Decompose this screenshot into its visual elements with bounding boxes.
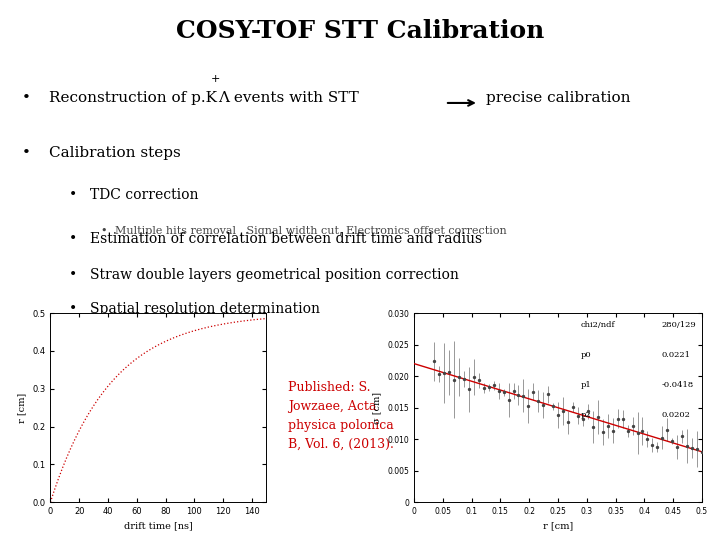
Point [642,435,653,443]
Text: •: • [68,188,76,202]
Point [592,413,603,422]
Point [567,403,579,411]
Point [647,441,658,449]
Point [458,375,469,383]
Point [662,426,673,434]
Text: •: • [68,302,76,316]
Point [508,387,519,396]
Point [667,437,678,445]
X-axis label: r [cm]: r [cm] [543,522,573,531]
Point [582,407,594,416]
Point [691,444,703,453]
Text: Estimation of correlation between drift time and radius: Estimation of correlation between drift … [90,232,482,246]
Point [672,442,683,451]
Point [631,429,643,437]
Y-axis label: r [cm]: r [cm] [18,393,27,423]
Text: p0: p0 [581,351,592,359]
Point [523,402,534,410]
Point [676,432,688,441]
Text: Λ events with STT: Λ events with STT [218,91,359,105]
Text: p1: p1 [581,381,592,389]
Text: Multiple hits removal , Signal width cut, Electronics offset correction: Multiple hits removal , Signal width cut… [115,226,507,235]
Point [453,373,464,382]
Text: 0.0202: 0.0202 [662,411,690,420]
Point [528,388,539,396]
Point [538,401,549,409]
Point [597,428,608,436]
Point [518,392,529,400]
Text: precise calibration: precise calibration [486,91,631,105]
Text: -0.0418: -0.0418 [662,381,694,389]
Point [587,422,598,431]
Point [612,414,624,423]
Point [577,415,589,423]
Point [617,414,629,423]
Text: 280/129: 280/129 [662,321,696,329]
Point [493,387,505,395]
Point [636,427,648,435]
Text: TDC correction: TDC correction [90,188,199,202]
Text: COSY-TOF STT Calibration: COSY-TOF STT Calibration [176,19,544,43]
Point [547,402,559,411]
Text: Reconstruction of p.K: Reconstruction of p.K [49,91,217,105]
Point [488,381,500,390]
Text: •: • [101,226,107,235]
Point [627,422,639,430]
Text: •: • [68,232,76,246]
Point [444,368,455,376]
Text: 0.0221: 0.0221 [662,351,690,359]
Point [498,388,509,396]
Text: Published: S.
Jowzaee, Acta
physica polonica
B, Vol. 6, (2013).: Published: S. Jowzaee, Acta physica polo… [288,381,394,451]
Text: •: • [22,91,30,105]
Point [463,385,474,394]
Point [552,411,564,420]
Text: •: • [22,146,30,160]
Point [557,407,569,416]
Y-axis label: σ [cm]: σ [cm] [373,392,382,424]
Point [473,376,485,384]
Point [433,369,445,378]
Point [657,434,668,442]
X-axis label: drift time [ns]: drift time [ns] [124,522,193,531]
Point [652,443,663,451]
Point [483,383,495,391]
Text: Straw double layers geometrical position correction: Straw double layers geometrical position… [90,267,459,281]
Text: chi2/ndf: chi2/ndf [581,321,616,329]
Text: •: • [68,267,76,281]
Point [572,411,584,420]
Point [468,373,480,381]
Point [562,418,574,427]
Text: p2: p2 [581,411,592,420]
Point [607,426,618,435]
Point [478,384,490,393]
Text: +: + [211,74,220,84]
Point [513,390,524,399]
Point [438,368,450,377]
Point [681,442,693,450]
Point [428,357,440,366]
Point [622,427,634,435]
Point [533,396,544,405]
Text: Spatial resolution determination: Spatial resolution determination [90,302,320,316]
Point [696,448,708,457]
Point [542,390,554,399]
Point [449,375,460,384]
Point [602,422,613,430]
Point [503,396,514,404]
Point [686,444,698,453]
Text: Calibration steps: Calibration steps [49,146,181,160]
